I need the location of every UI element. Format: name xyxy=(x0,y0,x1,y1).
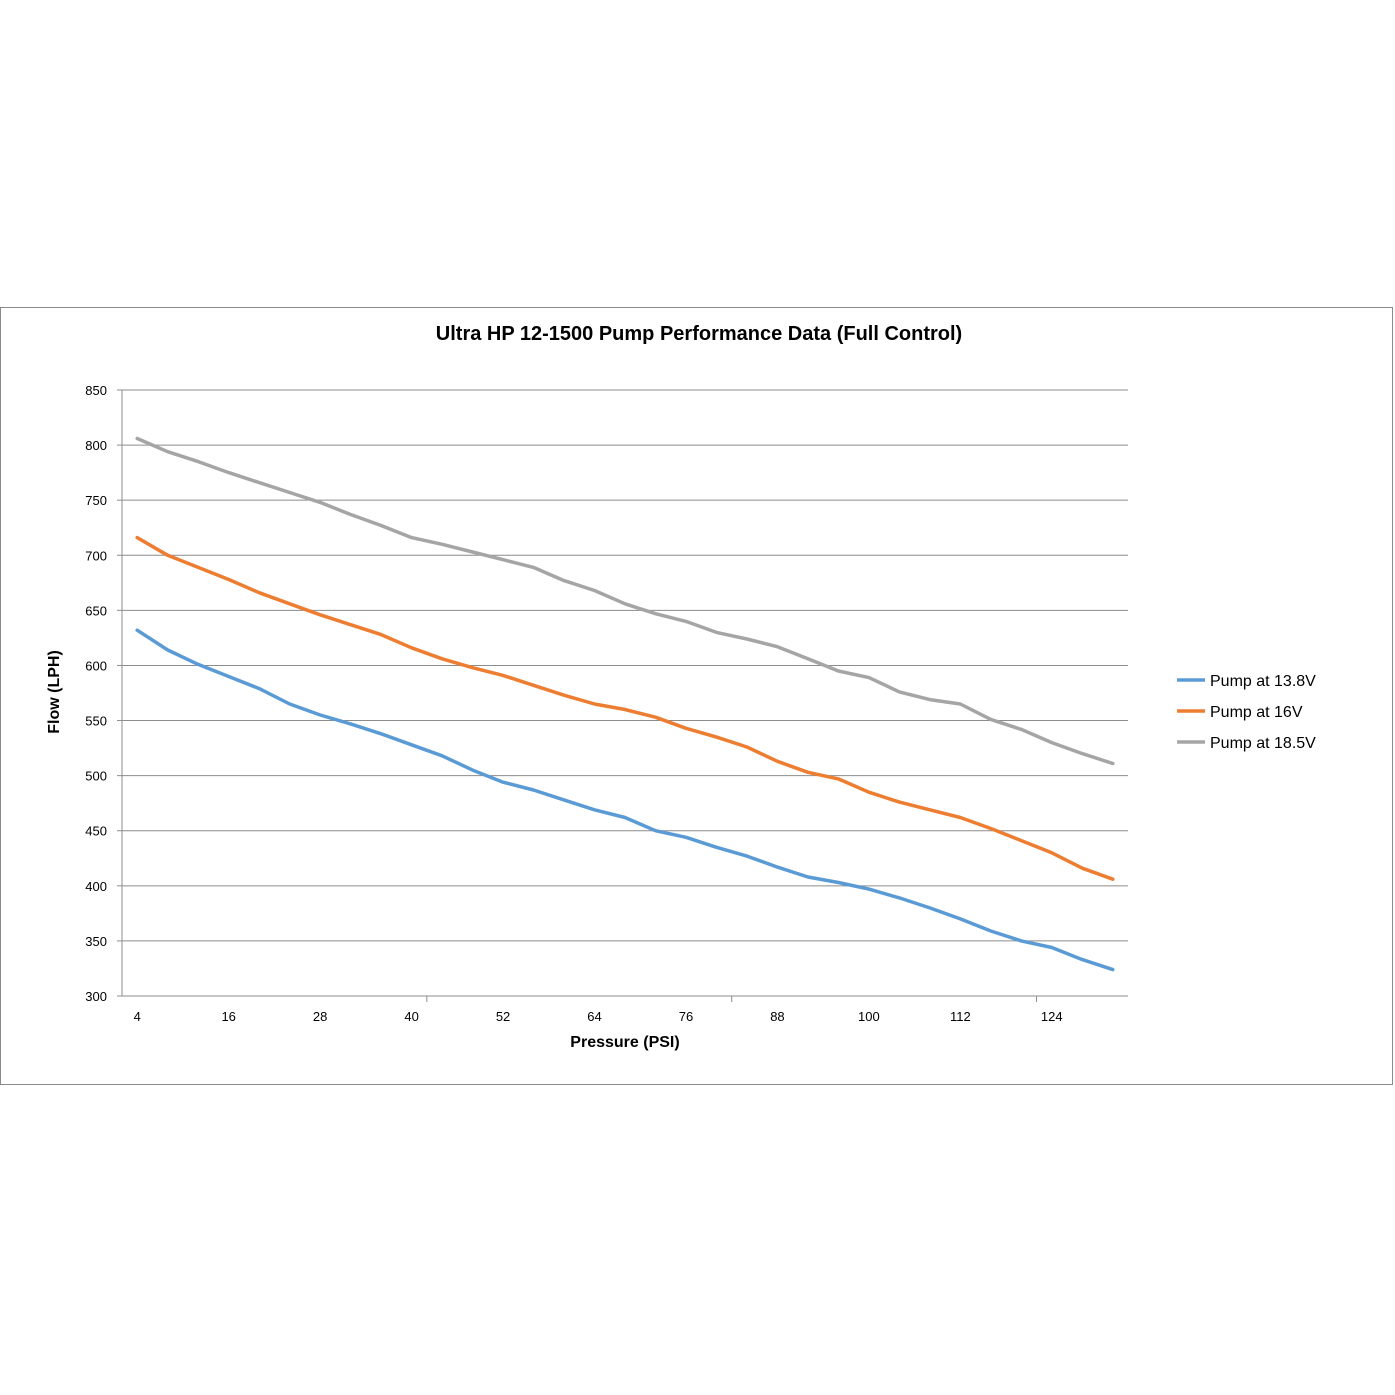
y-tick-label: 450 xyxy=(85,824,107,839)
chart-frame: Ultra HP 12-1500 Pump Performance Data (… xyxy=(0,307,1393,1085)
x-tick-label: 4 xyxy=(134,1009,141,1024)
gridlines xyxy=(122,389,1128,942)
y-tick-label: 650 xyxy=(85,603,107,618)
y-tick-label: 400 xyxy=(85,879,107,894)
x-tick-label: 124 xyxy=(1041,1009,1063,1024)
x-tick-label: 88 xyxy=(770,1009,784,1024)
x-tick-label: 76 xyxy=(679,1009,693,1024)
chart-title: Ultra HP 12-1500 Pump Performance Data (… xyxy=(436,323,962,345)
y-tick-label: 350 xyxy=(85,934,107,949)
x-tick-label: 40 xyxy=(404,1009,418,1024)
x-tick-label: 52 xyxy=(496,1009,510,1024)
y-tick-label: 600 xyxy=(85,658,107,673)
y-tick-label: 800 xyxy=(85,438,107,453)
y-tick-label: 750 xyxy=(85,493,107,508)
legend-label: Pump at 18.5V xyxy=(1210,735,1316,752)
y-tick-label: 850 xyxy=(85,383,107,398)
axes: 300 350 400 450 500 550 600 650 700 750 800 850 4 16 2… xyxy=(85,383,1128,1024)
legend-label: Pump at 16V xyxy=(1210,704,1303,721)
legend-label: Pump at 13.8V xyxy=(1210,673,1316,690)
x-tick-label: 16 xyxy=(221,1009,235,1024)
x-tick-label: 100 xyxy=(858,1009,880,1024)
y-tick-label: 300 xyxy=(85,989,107,1004)
x-tick-label: 64 xyxy=(587,1009,601,1024)
y-axis-title: Flow (LPH) xyxy=(46,650,63,734)
series-line-2 xyxy=(135,535,1115,881)
chart-svg: Ultra HP 12-1500 Pump Performance Data (… xyxy=(46,323,1316,1051)
series-line-1 xyxy=(135,628,1115,972)
x-tick-label: 112 xyxy=(950,1009,971,1024)
x-tick-label: 28 xyxy=(313,1009,327,1024)
series-lines xyxy=(135,436,1115,972)
series-line-3 xyxy=(135,436,1115,766)
y-tick-label: 500 xyxy=(85,769,107,784)
y-tick-label: 550 xyxy=(85,714,107,729)
legend: Pump at 13.8V Pump at 16V Pump at 18.5V xyxy=(1177,673,1316,752)
y-tick-label: 700 xyxy=(85,548,107,563)
x-axis-title: Pressure (PSI) xyxy=(570,1034,679,1051)
